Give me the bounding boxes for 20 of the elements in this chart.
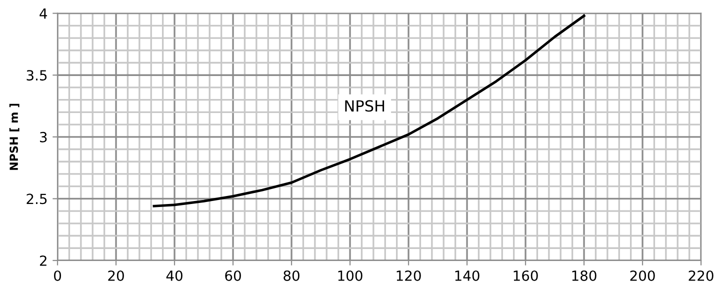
x-tick-label: 140 xyxy=(455,270,480,281)
x-tick-label: 100 xyxy=(338,270,362,281)
x-tick-label: 180 xyxy=(572,270,596,281)
x-tick-label: 220 xyxy=(688,270,714,281)
x-tick-label: 60 xyxy=(225,270,241,281)
y-tick-label: 2.5 xyxy=(26,194,47,204)
x-tick-label: 0 xyxy=(54,270,62,281)
y-tick-label: 3 xyxy=(40,132,47,142)
x-tick-label: 160 xyxy=(514,270,538,281)
x-tick-label: 40 xyxy=(166,270,182,281)
x-tick-label: 80 xyxy=(284,270,300,281)
x-tick-label: 200 xyxy=(630,270,655,281)
x-tick-label: 20 xyxy=(108,270,124,281)
x-tick-label: 120 xyxy=(396,270,421,281)
y-tick-label: 3.5 xyxy=(26,70,47,81)
y-tick-label: 4 xyxy=(40,8,48,19)
y-axis-title: NPSH [ m ] xyxy=(9,104,20,170)
y-tick-label: 2 xyxy=(40,255,46,266)
line-series xyxy=(152,14,586,208)
series-label: NPSH xyxy=(345,100,384,112)
